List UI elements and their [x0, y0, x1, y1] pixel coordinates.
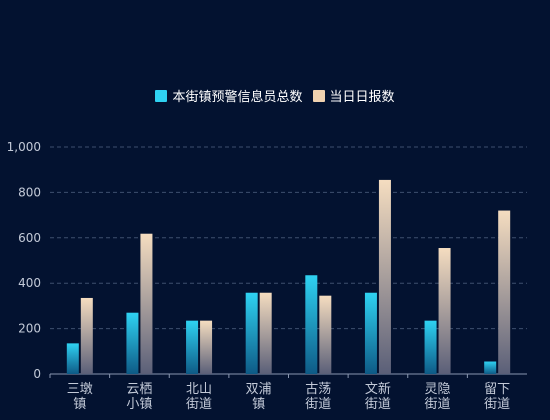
x-tick-label: 北山	[186, 382, 212, 397]
legend-label-series-1: 本街镇预警信息员总数	[172, 90, 303, 105]
legend: 本街镇预警信息员总数 当日日报数	[0, 86, 550, 105]
x-tick-label: 街道	[186, 397, 212, 412]
x-tick-label: 古荡	[305, 382, 331, 397]
bar-series-2-3[interactable]	[200, 320, 213, 374]
x-tick-label: 小镇	[126, 397, 152, 412]
x-tick-label: 镇	[252, 397, 265, 412]
x-tick-label: 云栖	[126, 382, 152, 397]
legend-item-series-1[interactable]: 本街镇预警信息员总数	[155, 86, 303, 105]
legend-label-series-2: 当日日报数	[329, 90, 395, 105]
x-tick-label: 三墩	[67, 382, 93, 397]
x-tick-label: 灵隐	[425, 382, 451, 397]
bar-series-1-6[interactable]	[364, 292, 377, 374]
bar-series-1-8[interactable]	[484, 361, 497, 374]
y-tick-label: 800	[18, 185, 41, 199]
legend-swatch-series-1	[155, 89, 168, 102]
legend-item-series-2[interactable]: 当日日报数	[312, 86, 395, 105]
bar-series-2-5[interactable]	[319, 295, 332, 374]
x-tick-label: 文新	[365, 381, 391, 397]
legend-swatch-series-2	[312, 89, 325, 102]
bar-series-1-1[interactable]	[66, 343, 79, 374]
x-tick-label: 留下	[484, 382, 510, 397]
bar-series-1-4[interactable]	[245, 292, 258, 374]
bar-series-1-7[interactable]	[424, 320, 437, 374]
y-tick-label: 600	[18, 231, 41, 245]
bar-series-1-2[interactable]	[126, 312, 139, 374]
y-tick-label: 400	[18, 276, 41, 290]
x-tick-label: 街道	[305, 397, 331, 412]
x-tick-label: 街道	[425, 397, 451, 412]
y-tick-label: 1,000	[7, 140, 41, 154]
bar-series-2-6[interactable]	[378, 179, 391, 374]
y-tick-label: 0	[33, 367, 41, 381]
bar-series-2-2[interactable]	[140, 233, 153, 374]
bar-series-2-7[interactable]	[438, 248, 451, 374]
bar-series-2-4[interactable]	[259, 292, 272, 374]
bar-series-1-3[interactable]	[186, 320, 199, 374]
x-tick-label: 街道	[365, 397, 391, 412]
bar-series-1-5[interactable]	[305, 275, 318, 374]
bar-series-2-8[interactable]	[498, 210, 511, 374]
x-tick-label: 双浦	[246, 382, 272, 397]
y-tick-label: 200	[18, 322, 41, 336]
bar-series-2-1[interactable]	[80, 297, 93, 374]
x-tick-label: 镇	[73, 397, 86, 412]
x-tick-label: 街道	[484, 397, 510, 412]
